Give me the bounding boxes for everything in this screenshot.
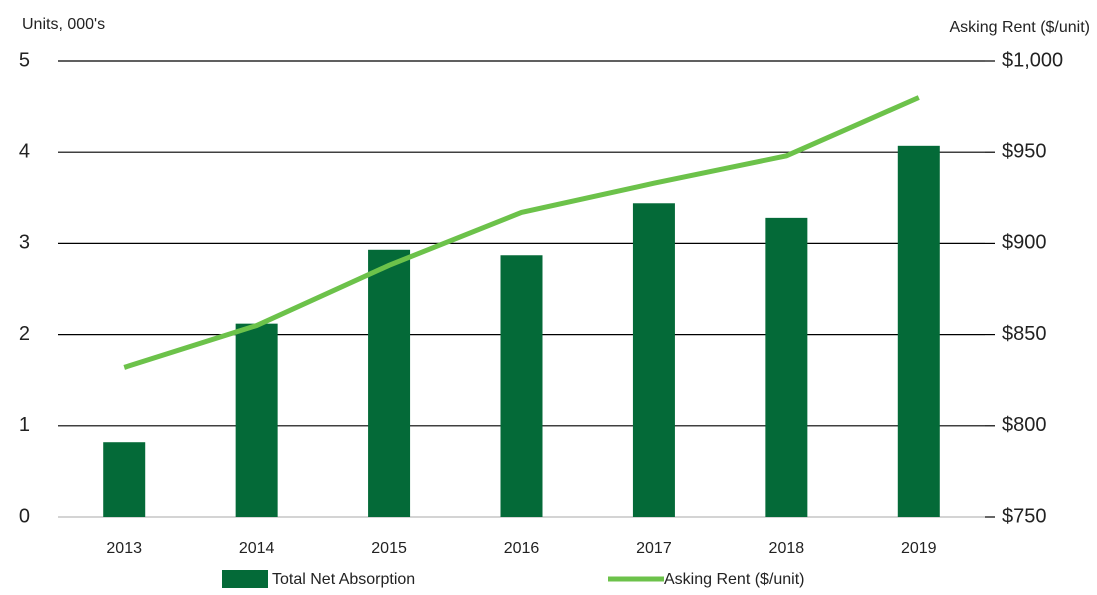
y2-tick-label: $900 [1002, 232, 1047, 254]
bar [235, 323, 278, 517]
x-tick-label: 2015 [371, 540, 407, 557]
bar [368, 249, 411, 517]
bar [500, 255, 543, 518]
bar [103, 442, 146, 517]
line [123, 95, 920, 370]
y2-tick-label: $750 [1002, 505, 1047, 527]
x-tick-label: 2014 [239, 540, 275, 557]
y-axis-title: Units, 000's [22, 16, 105, 33]
x-tick-label: 2018 [769, 540, 805, 557]
legend-swatch [222, 570, 268, 588]
x-tick-label: 2019 [901, 540, 937, 557]
x-tick-label: 2016 [504, 540, 540, 557]
y-tick-label: 4 [19, 140, 30, 162]
bar [897, 145, 940, 518]
y-tick-label: 2 [19, 323, 30, 345]
y-tick-label: 0 [19, 505, 30, 527]
y2-tick-label: $800 [1002, 414, 1047, 436]
y-tick-label: 1 [19, 414, 30, 436]
y2-axis-title: Asking Rent ($/unit) [949, 19, 1090, 36]
legend-label: Total Net Absorption [272, 571, 415, 588]
y2-tick-label: $850 [1002, 323, 1047, 345]
y-tick-label: 5 [19, 49, 30, 71]
legend-label: Asking Rent ($/unit) [664, 571, 805, 588]
y2-tick-label: $1,000 [1002, 49, 1063, 71]
bar [632, 203, 675, 517]
x-tick-label: 2017 [636, 540, 672, 557]
bar [765, 217, 808, 517]
y2-tick-label: $950 [1002, 140, 1047, 162]
x-tick-label: 2013 [106, 540, 142, 557]
y-tick-label: 3 [19, 232, 30, 254]
